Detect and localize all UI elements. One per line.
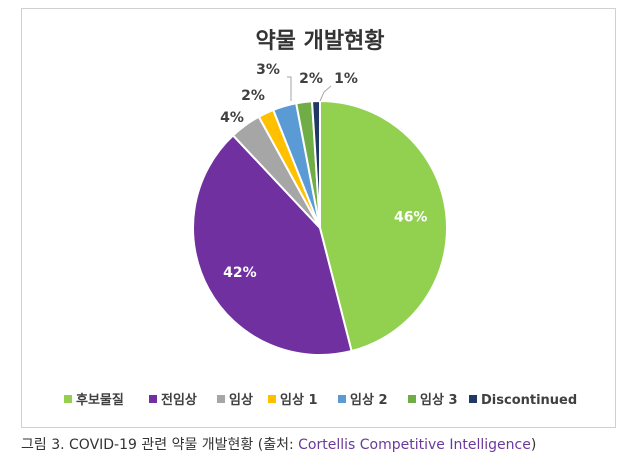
data-label-5: 3% [256, 62, 280, 78]
legend-label-5: 임상 2 [350, 393, 388, 408]
legend-swatch-7 [469, 395, 477, 403]
data-label-3: 4% [220, 110, 244, 126]
legend-swatch-5 [338, 395, 346, 403]
leader-line-7 [319, 85, 332, 102]
legend-label-4: 임상 1 [280, 393, 318, 408]
legend-swatch-6 [408, 395, 416, 403]
pie-slice-7 [310, 99, 321, 229]
figure-caption: 그림 3. COVID-19 관련 약물 개발현황 (출처: Cortellis… [21, 434, 536, 454]
pie-slice-1 [319, 99, 448, 353]
legend-label-3: 임상 [229, 393, 253, 408]
legend-item-7: Discontinued [469, 393, 577, 408]
legend-swatch-1 [64, 395, 72, 403]
data-label-4: 2% [241, 88, 265, 104]
legend-item-6: 임상 3 [408, 393, 458, 408]
data-label-2: 42% [223, 265, 257, 281]
pie-slice-2 [192, 134, 353, 356]
caption-prefix: 그림 3. COVID-19 관련 약물 개발현황 (출처: [21, 437, 299, 453]
data-label-7: 1% [334, 71, 358, 87]
legend-swatch-2 [149, 395, 157, 403]
legend-swatch-3 [217, 395, 225, 403]
data-label-6: 2% [299, 71, 323, 87]
legend-item-2: 전임상 [149, 392, 197, 408]
legend-swatch-4 [268, 395, 276, 403]
legend-item-3: 임상 [217, 393, 253, 408]
legend-label-1: 후보물질 [76, 392, 124, 408]
legend-label-7: Discontinued [481, 393, 577, 408]
legend-item-5: 임상 2 [338, 393, 388, 408]
caption-suffix: ) [530, 437, 537, 453]
legend-item-4: 임상 1 [268, 393, 318, 408]
chart-title: 약물 개발현황 [255, 29, 384, 54]
legend-label-6: 임상 3 [420, 393, 458, 408]
legend-item-1: 후보물질 [64, 392, 124, 408]
data-label-1: 46% [394, 210, 428, 226]
legend-label-2: 전임상 [161, 392, 197, 408]
leader-line-5 [287, 76, 292, 101]
caption-source-link[interactable]: Cortellis Competitive Intelligence [298, 437, 531, 453]
